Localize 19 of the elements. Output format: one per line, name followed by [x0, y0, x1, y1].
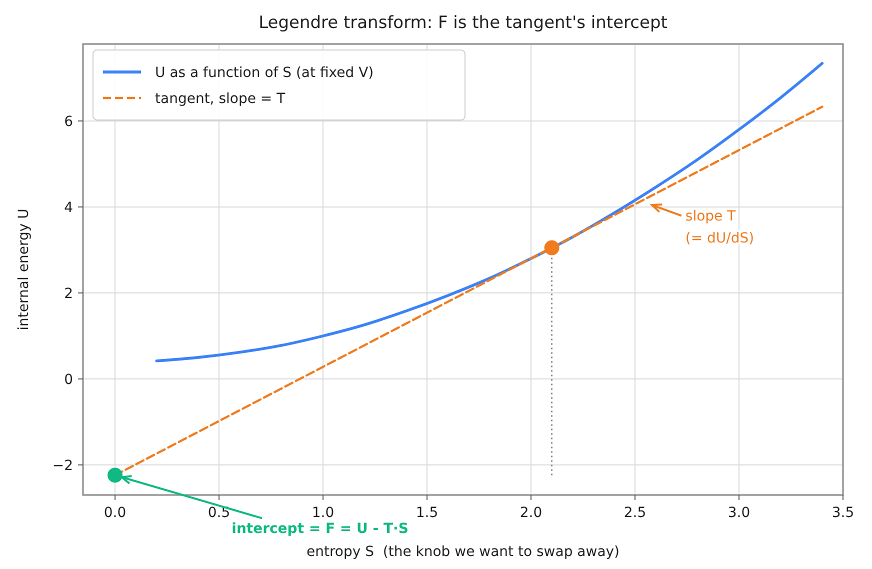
y-axis-title: internal energy U	[16, 208, 32, 330]
x-axis-title: entropy S (the knob we want to swap away)	[306, 544, 620, 560]
x-tick-label: 3.5	[832, 505, 854, 521]
chart-title: Legendre transform: F is the tangent's intercept	[258, 13, 668, 33]
x-tick-label: 2.0	[520, 505, 542, 521]
legend-label: tangent, slope = T	[155, 91, 286, 107]
y-tick-label: 6	[64, 114, 74, 130]
x-tick-label: 3.0	[728, 505, 750, 521]
x-tick-label: 0.0	[104, 505, 126, 521]
y-tick-label: 0	[64, 372, 73, 388]
x-tick-label: 1.0	[312, 505, 334, 521]
legend-label: U as a function of S (at fixed V)	[155, 65, 374, 81]
y-tick-label: 2	[64, 286, 73, 302]
x-tick-label: 1.5	[416, 505, 438, 521]
annotation: intercept = F = U - T·S	[232, 521, 408, 538]
annotation: slope T (= dU/dS)	[685, 208, 754, 247]
y-tick-label: −2	[52, 458, 73, 474]
x-tick-label: 2.5	[624, 505, 646, 521]
y-tick-label: 4	[64, 200, 74, 216]
